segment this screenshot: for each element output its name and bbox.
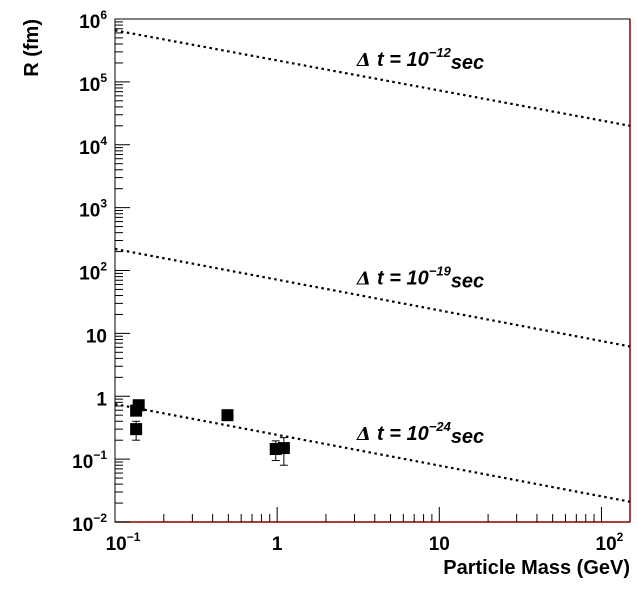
iso-time-label: Δ t = 10−19sec bbox=[356, 263, 484, 292]
iso-time-line bbox=[114, 29, 631, 127]
iso-time-label: Δ t = 10−24sec bbox=[356, 419, 484, 448]
y-tick-label: 1 bbox=[96, 389, 107, 410]
data-point-square bbox=[221, 409, 234, 422]
line-annotations: Δ t = 10−12sec Δ t = 10−19sec Δ t = 10−24s… bbox=[356, 45, 484, 448]
iso-time-line bbox=[114, 403, 631, 503]
y-tick-label: 105 bbox=[79, 71, 107, 96]
iso-time-line bbox=[114, 247, 631, 348]
data-points bbox=[130, 399, 290, 466]
data-point-square bbox=[277, 442, 290, 455]
y-tick-label: 10−1 bbox=[72, 448, 107, 473]
y-tick-label: 102 bbox=[79, 260, 107, 285]
axis-ticks bbox=[114, 18, 602, 523]
iso-time-label: Δ t = 10−12sec bbox=[356, 45, 484, 74]
y-tick-label: 10 bbox=[86, 326, 107, 347]
x-tick-label: 10−1 bbox=[106, 530, 141, 555]
y-tick-label: 106 bbox=[79, 8, 107, 33]
y-tick-label: 103 bbox=[79, 197, 107, 222]
x-axis-title: Particle Mass (GeV) bbox=[443, 557, 630, 579]
y-tick-label: 10−2 bbox=[72, 511, 107, 536]
data-point-square bbox=[130, 423, 143, 436]
x-tick-label: 102 bbox=[596, 530, 624, 555]
x-tick-label: 1 bbox=[272, 534, 283, 555]
y-axis-title: R (fm) bbox=[21, 19, 43, 77]
x-tick-label: 10 bbox=[429, 534, 450, 555]
y-tick-label: 104 bbox=[79, 134, 107, 159]
data-point-square bbox=[132, 399, 145, 412]
